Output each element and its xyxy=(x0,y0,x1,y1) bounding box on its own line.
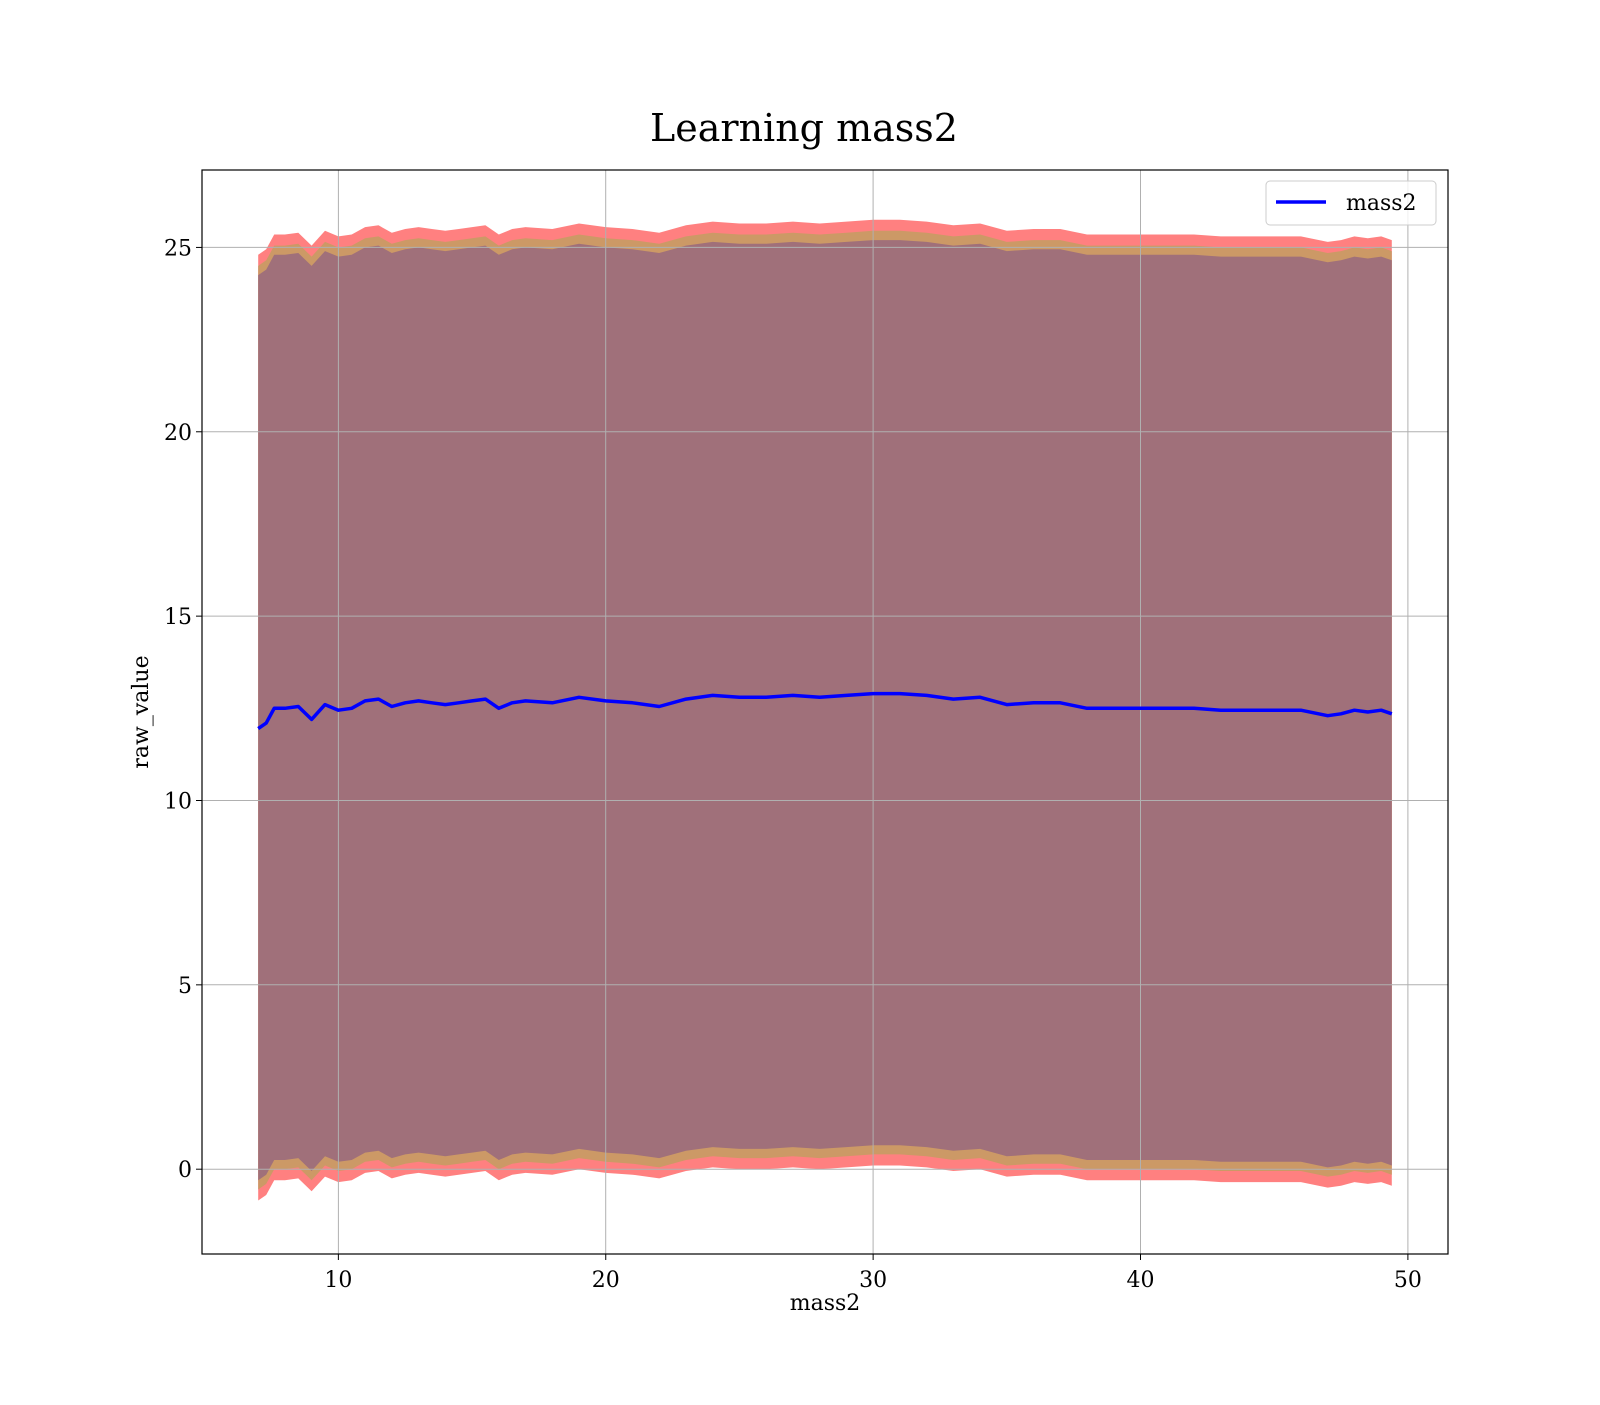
x-tick-label: 30 xyxy=(859,1268,887,1293)
y-axis-label: raw_value xyxy=(129,655,154,768)
legend-box xyxy=(1265,180,1437,226)
chart-title: Learning mass2 xyxy=(650,106,958,150)
x-tick-label: 40 xyxy=(1127,1268,1155,1293)
legend: mass2 xyxy=(1265,180,1437,226)
y-tick-label: 15 xyxy=(164,605,192,630)
grid-layer xyxy=(202,170,1448,1254)
y-tick-label: 5 xyxy=(178,974,192,999)
series-line-mass2 xyxy=(257,691,1393,731)
bands-layer xyxy=(258,219,1392,1201)
y-tick-label: 20 xyxy=(164,421,192,446)
y-tick-label: 10 xyxy=(164,789,192,814)
legend-label-mass2: mass2 xyxy=(1346,191,1417,216)
x-tick-label: 50 xyxy=(1394,1268,1422,1293)
x-axis-label: mass2 xyxy=(790,1291,861,1316)
series-layer xyxy=(257,691,1393,731)
y-tick-label: 0 xyxy=(178,1158,192,1183)
x-tick-label: 10 xyxy=(324,1268,352,1293)
confidence-band-3 xyxy=(258,240,1392,1181)
plot-frame xyxy=(201,169,1449,1255)
x-tick-label: 20 xyxy=(592,1268,620,1293)
y-tick-label: 25 xyxy=(164,236,192,261)
ticks-layer: 10 20 30 40 50 0 5 10 15 20 25 xyxy=(164,236,1422,1293)
